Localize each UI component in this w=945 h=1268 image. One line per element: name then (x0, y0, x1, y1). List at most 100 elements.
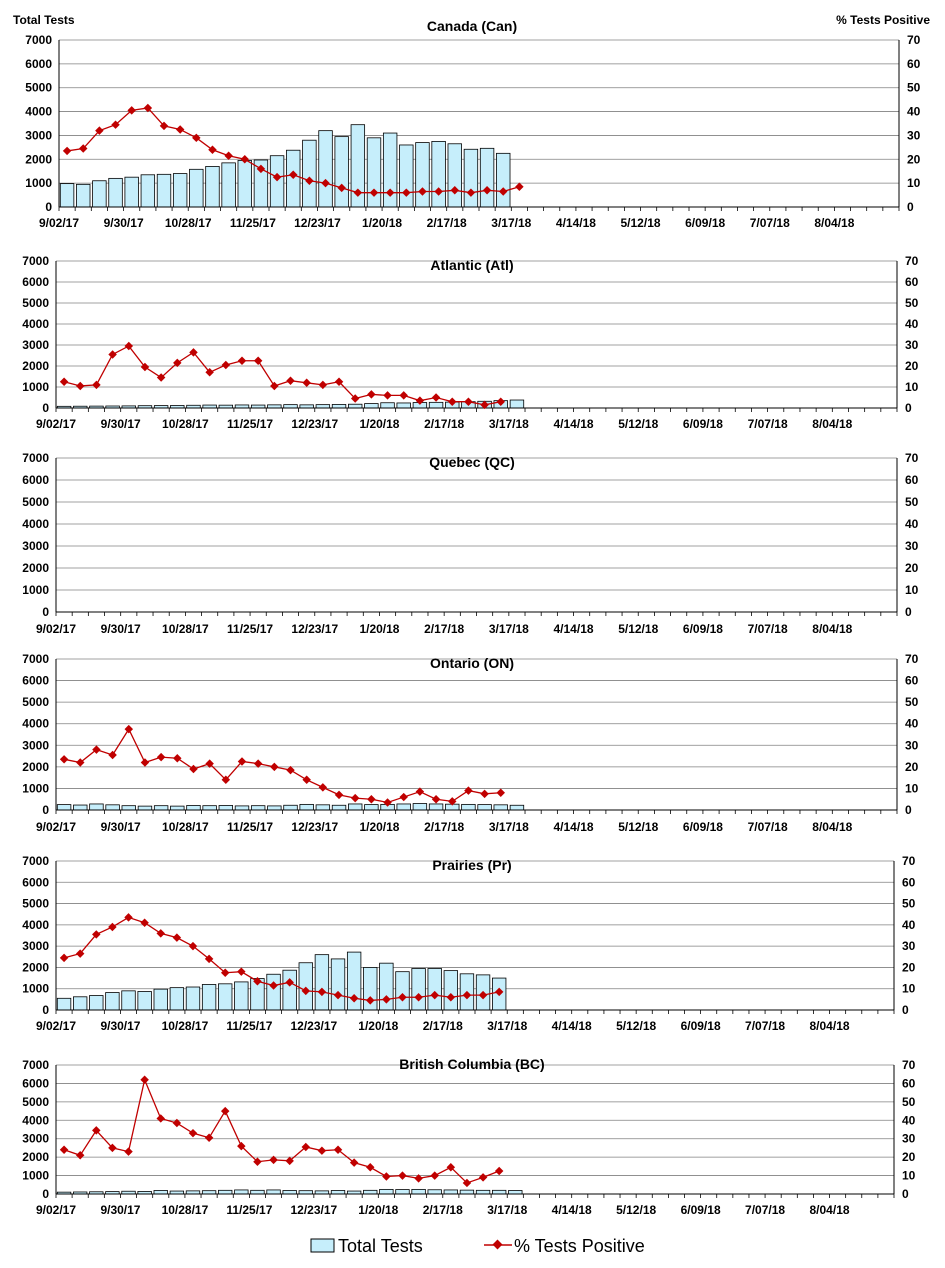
x-tick-label: 9/02/17 (36, 1203, 76, 1217)
right-axis-header: % Tests Positive (836, 13, 930, 27)
y-right-tick-label: 60 (902, 875, 916, 889)
point-pct-positive (434, 187, 443, 196)
y-right-tick-label: 40 (905, 517, 919, 531)
x-tick-label: 12/23/17 (290, 1203, 337, 1217)
point-pct-positive (111, 120, 120, 129)
point-pct-positive (446, 992, 456, 1002)
legend-bars-label: Total Tests (338, 1236, 423, 1256)
point-pct-positive (402, 188, 411, 197)
y-left-tick-label: 2000 (22, 960, 49, 974)
y-right-tick-label: 70 (905, 451, 919, 465)
bar-total-tests (509, 399, 525, 409)
y-left-tick-label: 7000 (22, 254, 49, 268)
point-pct-positive (350, 394, 360, 403)
x-tick-label: 9/02/17 (39, 216, 79, 230)
y-right-tick-label: 10 (902, 1169, 916, 1183)
bar-total-tests (250, 1189, 265, 1195)
y-right-tick-label: 0 (902, 1187, 909, 1201)
y-left-tick-label: 3000 (25, 128, 52, 142)
point-pct-positive (285, 978, 294, 987)
point-pct-positive (366, 1163, 375, 1172)
point-pct-positive (418, 187, 427, 196)
y-left-tick-label: 3000 (22, 738, 49, 752)
bar-total-tests (221, 162, 236, 208)
x-tick-label: 11/25/17 (227, 622, 273, 636)
point-pct-positive (78, 144, 88, 153)
x-tick-label: 3/17/18 (487, 1203, 527, 1217)
x-tick-label: 1/20/18 (359, 622, 399, 636)
point-pct-positive (478, 1173, 488, 1182)
x-tick-label: 3/17/18 (491, 216, 531, 230)
x-tick-label: 12/23/17 (294, 216, 341, 230)
bar-total-tests (283, 804, 298, 811)
point-pct-positive (224, 151, 233, 160)
point-pct-positive (256, 164, 266, 174)
y-left-tick-label: 4000 (22, 317, 49, 331)
bar-total-tests (105, 992, 120, 1011)
bar-total-tests (137, 805, 153, 811)
y-left-tick-label: 7000 (22, 1058, 49, 1072)
x-tick-label: 4/14/18 (556, 216, 596, 230)
point-pct-positive (59, 755, 69, 764)
y-left-tick-label: 7000 (22, 451, 49, 465)
y-left-tick-label: 6000 (22, 473, 49, 487)
point-pct-positive (140, 1075, 149, 1084)
y-right-tick-label: 30 (902, 939, 916, 953)
y-left-tick-label: 2000 (25, 152, 52, 166)
line-pct-positive (63, 345, 501, 406)
legend-marker-swatch (492, 1239, 503, 1250)
x-tick-label: 9/30/17 (104, 216, 144, 230)
point-pct-positive (496, 397, 506, 406)
x-tick-label: 2/17/18 (424, 622, 464, 636)
bar-total-tests (461, 803, 476, 811)
y-right-tick-label: 40 (907, 105, 921, 119)
x-tick-label: 6/09/18 (681, 1203, 721, 1217)
point-pct-positive (414, 992, 423, 1002)
y-left-tick-label: 5000 (22, 495, 49, 509)
bar-total-tests (298, 962, 313, 1011)
chart-title: Ontario (ON) (430, 655, 514, 671)
point-pct-positive (464, 397, 473, 406)
y-right-tick-label: 60 (907, 57, 921, 71)
point-pct-positive (59, 377, 69, 386)
y-left-tick-label: 4000 (25, 105, 52, 119)
bar-total-tests (170, 805, 185, 811)
point-pct-positive (286, 765, 295, 775)
x-tick-label: 10/28/17 (162, 1019, 209, 1033)
bar-total-tests (302, 139, 317, 208)
point-pct-positive (59, 953, 69, 963)
point-pct-positive (240, 155, 250, 164)
bar-total-tests (282, 1190, 297, 1195)
point-pct-positive (399, 792, 408, 802)
point-pct-positive (498, 187, 508, 196)
x-tick-label: 1/20/18 (362, 216, 402, 230)
point-pct-positive (285, 1156, 294, 1166)
point-pct-positive (156, 373, 166, 382)
x-tick-label: 5/12/18 (621, 216, 661, 230)
point-pct-positive (382, 995, 391, 1004)
y-right-tick-label: 40 (902, 1113, 916, 1127)
point-pct-positive (466, 188, 476, 197)
point-pct-positive (333, 990, 343, 1000)
bar-total-tests (427, 968, 442, 1011)
bar-total-tests (380, 402, 395, 409)
x-tick-label: 1/20/18 (359, 417, 399, 431)
y-right-tick-label: 20 (902, 960, 916, 974)
x-tick-label: 6/09/18 (683, 417, 723, 431)
point-pct-positive (494, 1166, 504, 1176)
y-right-tick-label: 0 (905, 605, 912, 619)
x-tick-label: 4/14/18 (552, 1019, 592, 1033)
y-right-tick-label: 70 (905, 652, 919, 666)
x-tick-label: 9/30/17 (101, 622, 141, 636)
bar-total-tests (266, 973, 281, 1011)
bar-total-tests (431, 140, 446, 208)
x-tick-label: 10/28/17 (162, 417, 209, 431)
point-pct-positive (383, 798, 392, 807)
x-tick-label: 2/17/18 (423, 1019, 463, 1033)
chart-title: Prairies (Pr) (432, 857, 511, 873)
chart-panel-6: 0 1000 2000 3000 4000 5000 6000 7000 0 10 20 30 40 50… (22, 1056, 915, 1217)
x-tick-label: 8/04/18 (812, 417, 852, 431)
bar-total-tests (330, 958, 346, 1011)
x-tick-label: 1/20/18 (359, 820, 399, 834)
